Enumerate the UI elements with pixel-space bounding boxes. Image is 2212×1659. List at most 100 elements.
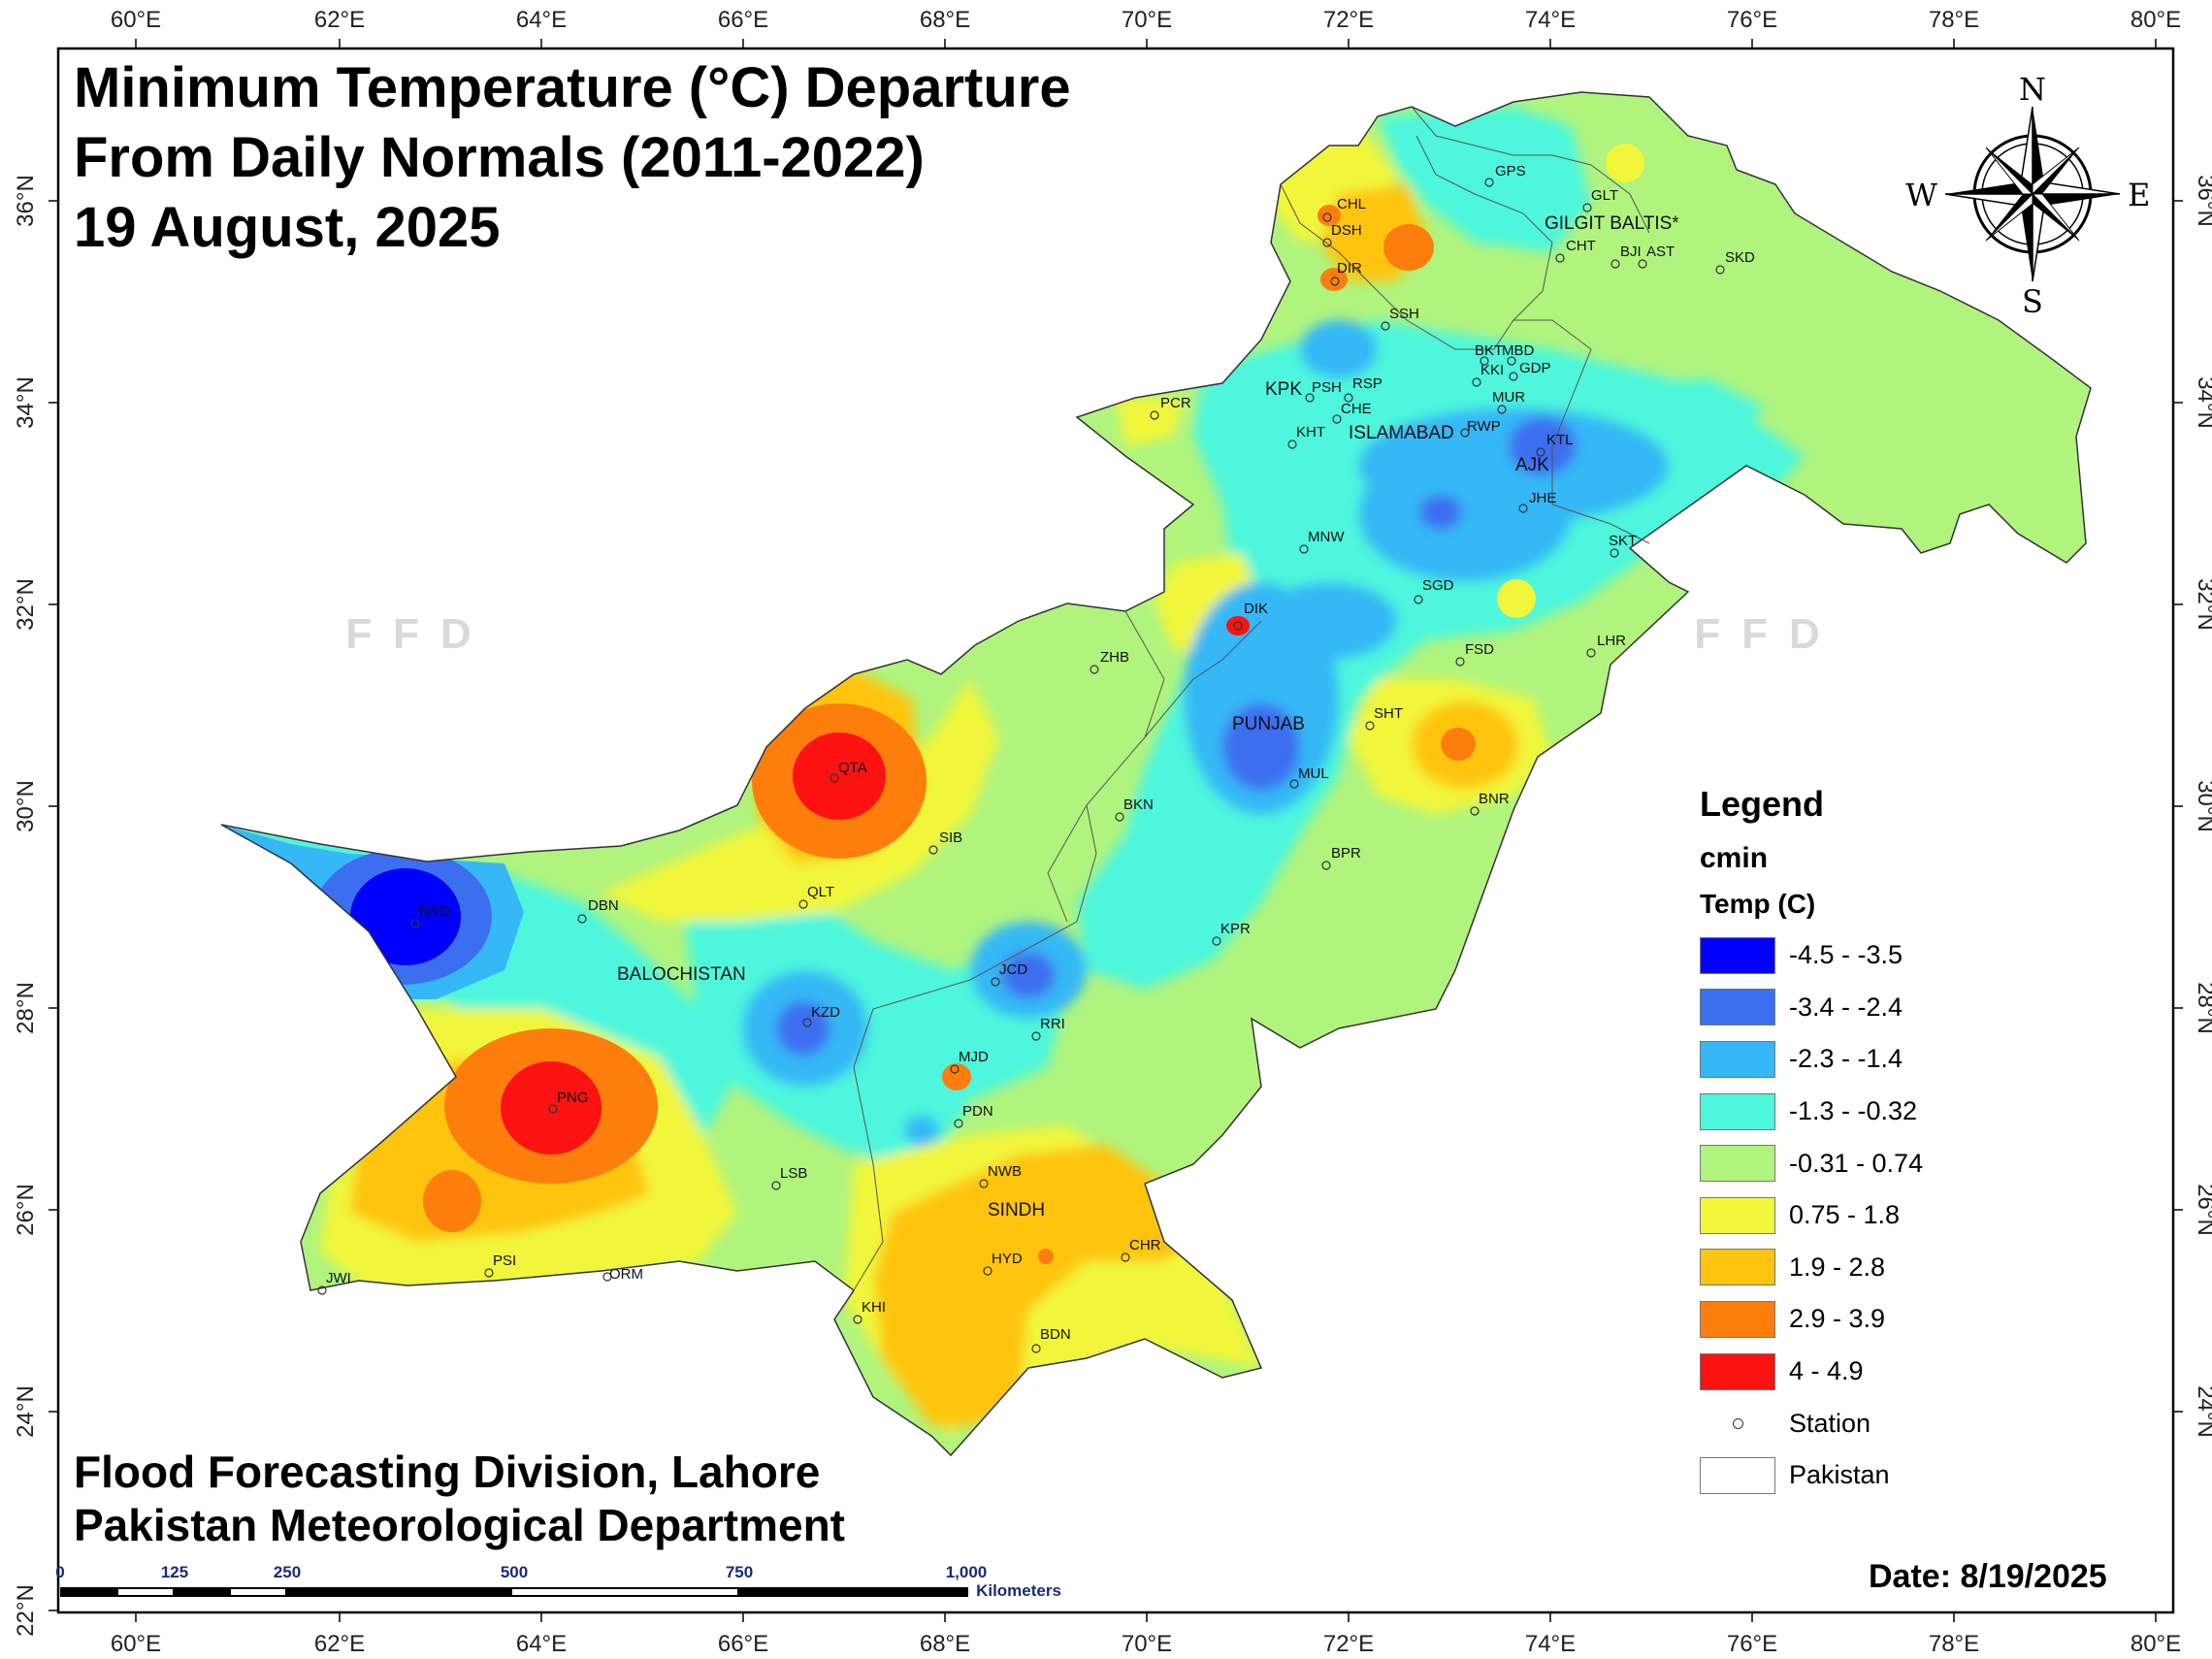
station-label: BKT <box>1475 342 1503 359</box>
lat-label-right: 36°N <box>2193 175 2212 227</box>
scale-tick: 500 <box>501 1563 528 1581</box>
station-label: MNW <box>1308 529 1345 545</box>
credit-block: Flood Forecasting Division, Lahore Pakis… <box>74 1446 845 1552</box>
compass-rose-icon: N S E W <box>1905 71 2150 320</box>
lon-label-top: 66°E <box>718 7 768 33</box>
legend-swatch <box>1700 1249 1775 1286</box>
scale-tick: 0 <box>55 1563 64 1581</box>
legend-field: cmin <box>1700 842 1769 874</box>
station-label: SKT <box>1609 533 1637 549</box>
compass-n: N <box>2019 71 2046 108</box>
lat-label-left: 32°N <box>13 578 39 631</box>
title-line: From Daily Normals (2011-2022) <box>74 126 925 189</box>
station-label: PSI <box>493 1252 516 1269</box>
legend-row: 4 - 4.9 <box>1700 1346 1981 1398</box>
station-label: SIB <box>939 830 962 846</box>
lon-label-top: 60°E <box>111 7 161 33</box>
lon-label-bottom: 68°E <box>920 1631 970 1657</box>
lon-label-top: 74°E <box>1525 7 1576 33</box>
station-label: QLT <box>807 884 834 900</box>
legend-label: -1.3 - -0.32 <box>1789 1096 1918 1126</box>
station-label: GPS <box>1495 163 1526 179</box>
legend: Legend cmin Temp (C) -4.5 - -3.5 -3.4 - -… <box>1700 784 1981 1502</box>
lon-label-bottom: 76°E <box>1727 1631 1777 1657</box>
legend-row: -2.3 - -1.4 <box>1700 1033 1981 1086</box>
lon-label-bottom: 78°E <box>1929 1631 1979 1657</box>
lat-label-right: 32°N <box>2193 578 2212 631</box>
station-label: MBD <box>1502 342 1535 359</box>
station-label: SGD <box>1422 577 1454 594</box>
legend-label: -2.3 - -1.4 <box>1789 1044 1903 1074</box>
station-label: BKN <box>1123 797 1154 813</box>
station-label: JWI <box>326 1270 351 1286</box>
station-label: SHT <box>1374 705 1403 722</box>
scale-bar: 0 125 250 500 750 1,000 Kilometers <box>55 1563 1061 1600</box>
legend-label: -4.5 - -3.5 <box>1789 940 1903 970</box>
station-label: KTL <box>1546 432 1574 448</box>
lon-label-bottom: 70°E <box>1122 1631 1172 1657</box>
legend-swatch <box>1700 1145 1775 1183</box>
legend-swatch <box>1700 1196 1775 1234</box>
lon-label-bottom: 64°E <box>516 1631 567 1657</box>
scale-tick: 250 <box>274 1563 301 1581</box>
scale-unit: Kilometers <box>976 1581 1061 1600</box>
station-label: CHL <box>1337 196 1366 212</box>
station-label: AST <box>1646 244 1675 260</box>
station-label: ORM <box>609 1266 643 1283</box>
station-label: BJI <box>1620 244 1642 260</box>
lon-label-top: 78°E <box>1929 7 1979 33</box>
legend-pakistan-label: Pakistan <box>1789 1460 1890 1490</box>
station-label: LHR <box>1597 633 1626 649</box>
region-label-balochistan: BALOCHISTAN <box>617 964 746 985</box>
lon-label-bottom: 62°E <box>314 1631 365 1657</box>
station-label: CHT <box>1566 238 1596 254</box>
legend-swatch <box>1700 1092 1775 1130</box>
station-label: PSH <box>1312 379 1342 396</box>
station-label: DBN <box>588 897 619 914</box>
legend-pakistan-row: Pakistan <box>1700 1449 1981 1502</box>
legend-swatch <box>1700 989 1775 1026</box>
lon-label-bottom: 66°E <box>718 1631 768 1657</box>
watermark-left: FFD <box>345 610 493 658</box>
station-label: MUR <box>1492 389 1525 406</box>
scale-tick: 750 <box>726 1563 753 1581</box>
legend-row: 2.9 - 3.9 <box>1700 1293 1981 1346</box>
station-label: KPR <box>1220 921 1251 937</box>
lat-label-left: 24°N <box>13 1385 39 1438</box>
legend-row: -3.4 - -2.4 <box>1700 982 1981 1034</box>
lat-label-right: 34°N <box>2193 376 2212 429</box>
station-label: RRI <box>1040 1016 1065 1032</box>
map-date: Date: 8/19/2025 <box>1869 1558 2107 1595</box>
lat-label-right: 26°N <box>2193 1184 2212 1236</box>
station-label: RSP <box>1352 375 1382 392</box>
lat-label-left: 36°N <box>13 175 39 227</box>
lon-label-bottom: 74°E <box>1525 1631 1576 1657</box>
station-label: PCR <box>1160 395 1191 411</box>
legend-swatch <box>1700 1300 1775 1338</box>
station-icon <box>1700 1405 1775 1442</box>
lon-label-bottom: 60°E <box>111 1631 161 1657</box>
station-label: LSB <box>780 1165 807 1182</box>
legend-swatch <box>1700 1352 1775 1390</box>
title-line: 19 August, 2025 <box>74 196 501 259</box>
legend-row: -0.31 - 0.74 <box>1700 1137 1981 1189</box>
legend-row: -4.5 - -3.5 <box>1700 929 1981 982</box>
legend-swatch <box>1700 1040 1775 1078</box>
lon-label-top: 80°E <box>2131 7 2181 33</box>
title-line: Minimum Temperature (°C) Departure <box>74 56 1071 119</box>
scale-tick: 125 <box>161 1563 188 1581</box>
lon-label-top: 70°E <box>1122 7 1172 33</box>
lon-label-top: 68°E <box>920 7 970 33</box>
legend-row: 1.9 - 2.8 <box>1700 1242 1981 1294</box>
region-label-punjab: PUNJAB <box>1232 714 1305 734</box>
region-label-ajk: AJK <box>1515 455 1549 475</box>
region-label-kpk: KPK <box>1265 379 1302 400</box>
compass-e: E <box>2128 177 2150 213</box>
station-label: SKD <box>1725 249 1755 266</box>
lat-label-left: 28°N <box>13 982 39 1034</box>
map-title: Minimum Temperature (°C) Departure From … <box>74 53 1071 263</box>
station-label: HYD <box>992 1251 1023 1267</box>
station-label: GDP <box>1519 360 1551 376</box>
station-label: JCD <box>999 961 1027 978</box>
station-label: RWP <box>1467 418 1501 435</box>
